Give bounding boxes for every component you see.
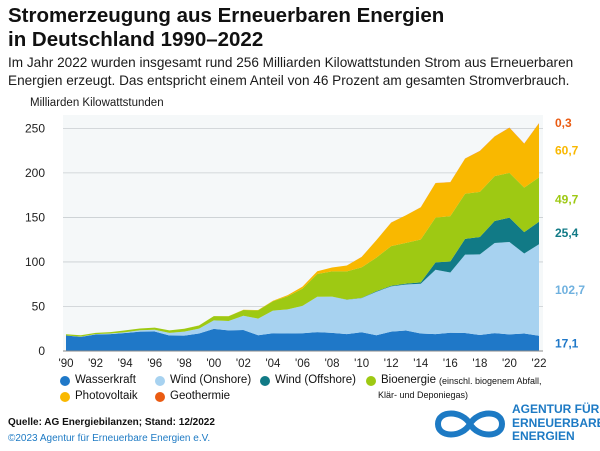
legend-swatch-wind-onshore	[155, 376, 165, 386]
end-label-photovoltaik: 60,7	[555, 143, 579, 157]
legend-item-photovoltaik: Photovoltaik	[60, 390, 138, 402]
y-tick-label: 200	[25, 166, 45, 180]
y-axis-label: Milliarden Kilowattstunden	[30, 97, 164, 109]
x-tick-label: '18	[472, 358, 487, 370]
x-tick-label: '22	[532, 358, 547, 370]
y-tick-label: 250	[25, 121, 45, 135]
x-tick-label: '16	[443, 358, 458, 370]
x-tick-label: '04	[265, 358, 281, 370]
legend-item-geothermie: Geothermie	[155, 390, 230, 402]
y-tick-label: 150	[25, 210, 45, 224]
y-tick-label: 0	[38, 344, 45, 358]
x-tick-label: '20	[502, 358, 517, 370]
end-label-bioenergie: 49,7	[555, 193, 579, 207]
area-wasserkraft	[66, 328, 539, 351]
legend-label-wind-offshore: Wind (Offshore)	[275, 374, 356, 386]
legend-swatch-geothermie	[155, 392, 165, 402]
end-label-wind-onshore: 102,7	[555, 283, 585, 297]
legend-swatch-photovoltaik	[60, 392, 70, 402]
aee-logo: AGENTUR FÜR ERNEUERBARE ENERGIEN	[430, 402, 600, 446]
source-note: Quelle: AG Energiebilanzen; Stand: 12/20…	[8, 417, 215, 428]
legend-item-bioenergie: Bioenergie (einschl. biogenem Abfall,	[366, 374, 542, 386]
x-tick-label: '06	[295, 358, 310, 370]
y-tick-label: 50	[32, 299, 46, 313]
y-tick-label: 100	[25, 255, 45, 269]
area-bioenergie	[66, 172, 539, 337]
area-wind-onshore	[66, 241, 539, 337]
end-label-wind-offshore: 25,4	[555, 226, 579, 240]
x-tick-label: '96	[147, 358, 162, 370]
x-tick-label: '14	[413, 358, 429, 370]
x-tick-label: '00	[206, 358, 221, 370]
legend-item-wind-onshore: Wind (Onshore)	[155, 374, 251, 386]
copyright-note: ©2023 Agentur für Erneuerbare Energien e…	[8, 433, 211, 444]
x-tick-label: '02	[236, 358, 251, 370]
logo-text: AGENTUR FÜR ERNEUERBARE ENERGIEN	[512, 402, 600, 443]
legend-item-wasserkraft: Wasserkraft	[60, 374, 136, 386]
legend-swatch-wasserkraft	[60, 376, 70, 386]
legend-swatch-bioenergie	[366, 376, 376, 386]
x-tick-label: '08	[325, 358, 340, 370]
legend-label-geothermie: Geothermie	[170, 390, 231, 402]
chart-title: Stromerzeugung aus Erneuerbaren Energien…	[8, 4, 445, 51]
legend-label-wasserkraft: Wasserkraft	[75, 374, 136, 386]
end-label-wasserkraft: 17,1	[555, 336, 579, 350]
legend-item-wind-offshore: Wind (Offshore)	[260, 374, 356, 386]
legend-label-photovoltaik: Photovoltaik	[75, 390, 138, 402]
x-tick-label: '92	[88, 358, 103, 370]
area-photovoltaik	[66, 123, 539, 336]
legend-note-bioenergie: (einschl. biogenem Abfall,	[438, 376, 542, 386]
legend-label-bioenergie: Bioenergie	[381, 374, 436, 386]
legend-label-wind-onshore: Wind (Onshore)	[170, 374, 252, 386]
x-tick-label: '90	[59, 358, 74, 370]
infinity-logo-icon	[434, 410, 506, 438]
chart-subtitle: Im Jahr 2022 wurden insgesamt rund 256 M…	[8, 55, 574, 88]
area-wind-offshore	[66, 217, 539, 337]
x-tick-label: '98	[177, 358, 192, 370]
end-label-geothermie: 0,3	[555, 116, 572, 130]
x-tick-label: '94	[118, 358, 134, 370]
x-tick-label: '12	[384, 358, 399, 370]
x-tick-label: '10	[354, 358, 369, 370]
legend-note-bioenergie-line2: Klär- und Deponiegas)	[378, 390, 469, 400]
legend-swatch-wind-offshore	[260, 376, 270, 386]
